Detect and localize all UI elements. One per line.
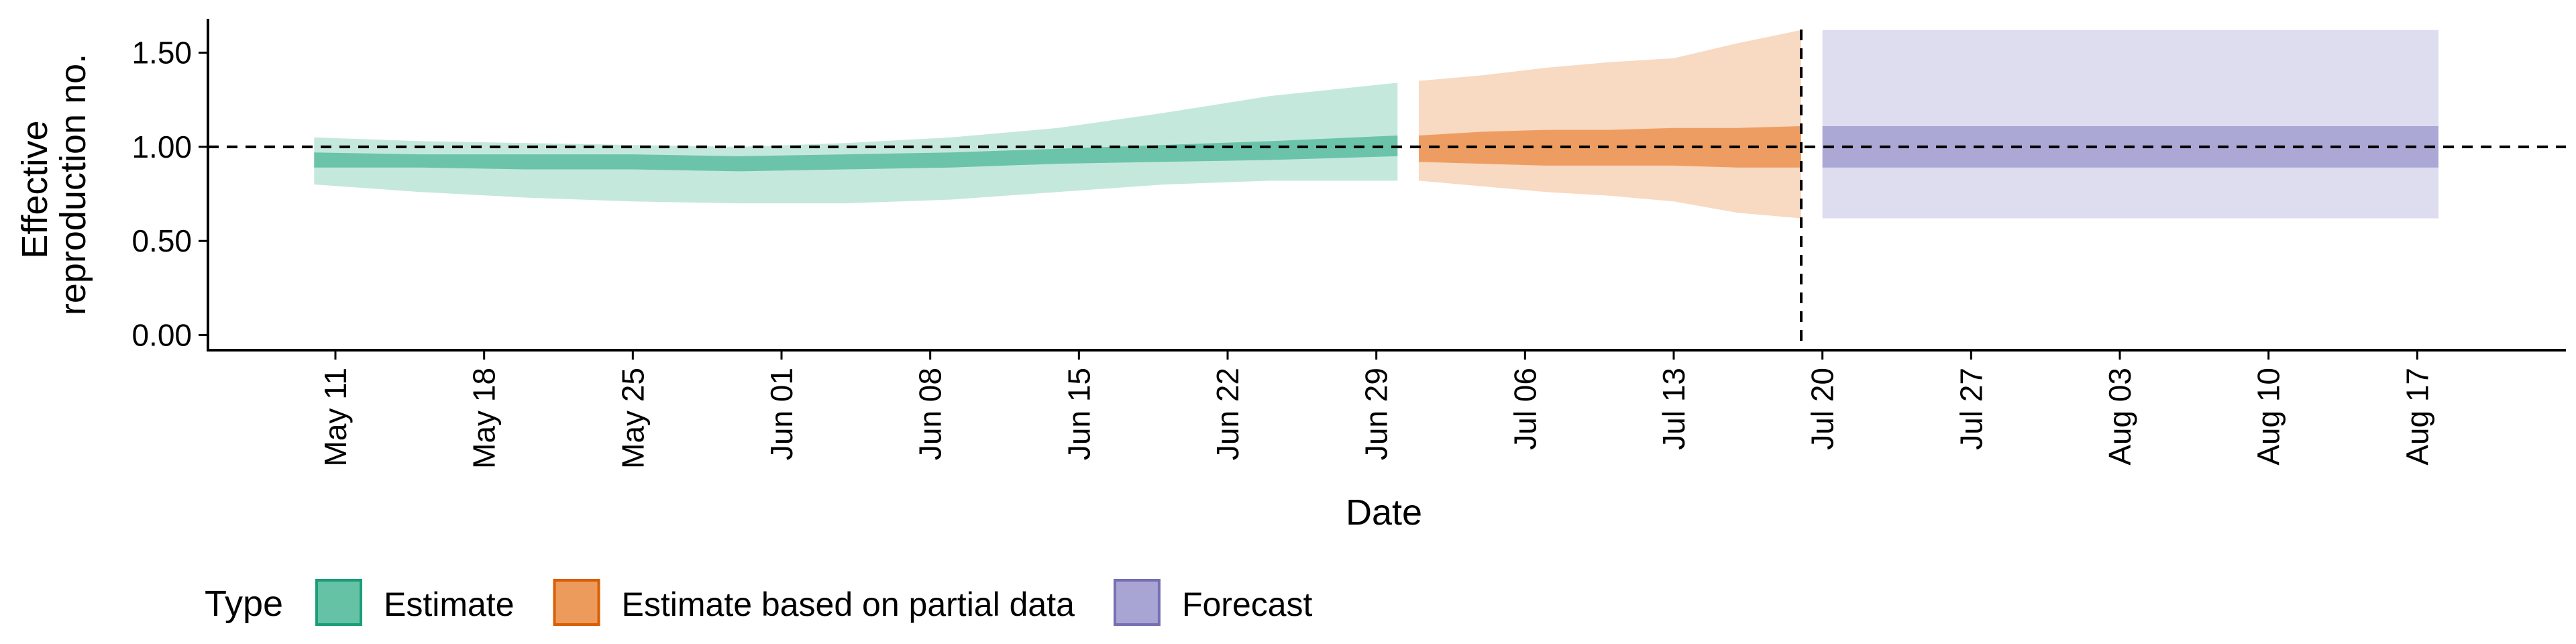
axes — [207, 19, 2566, 352]
band-outer-estimate-based-on-partial-data — [1419, 30, 1801, 219]
x-tick-label: Jun 01 — [764, 368, 799, 460]
x-tick-label: Aug 10 — [2251, 368, 2286, 466]
y-axis-ticks: 0.00 0.50 1.00 1.50 — [131, 36, 208, 353]
x-tick-label: Jul 06 — [1507, 368, 1542, 450]
x-tick-label: May 11 — [318, 368, 353, 466]
x-tick-label: Jun 08 — [913, 368, 948, 460]
legend-swatch-estimate — [315, 579, 362, 626]
x-tick-label: Jun 29 — [1359, 368, 1394, 460]
legend-swatch-forecast — [1113, 579, 1161, 626]
x-axis-label: Date — [1346, 492, 1422, 533]
y-tick-label: 1.00 — [131, 129, 192, 164]
legend-title: Type — [205, 584, 283, 624]
band-inner-estimate-based-on-partial-data — [1419, 126, 1801, 168]
band-outer-forecast — [1822, 30, 2438, 219]
legend-swatch-estimate-based-on-partial-data — [553, 579, 600, 626]
x-tick-label: Aug 17 — [2400, 368, 2434, 466]
plot-bands — [314, 30, 2438, 219]
legend-label-estimate-based-on-partial-data: Estimate based on partial data — [622, 586, 1075, 623]
x-tick-label: May 18 — [467, 368, 502, 469]
band-outer-estimate — [314, 83, 1398, 204]
x-tick-label: Jul 13 — [1656, 368, 1691, 450]
y-tick-label: 0.00 — [131, 318, 192, 353]
x-tick-label: Jun 22 — [1210, 368, 1245, 460]
y-axis-label-line-1: Effective — [15, 120, 55, 258]
x-tick-label: Jul 20 — [1805, 368, 1840, 450]
x-tick-label: Jun 15 — [1061, 368, 1096, 460]
reference-lines — [208, 30, 2566, 350]
y-tick-label: 1.50 — [131, 36, 192, 70]
legend: Type Estimate Estimate based on partial d… — [205, 579, 1313, 626]
legend-label-forecast: Forecast — [1182, 586, 1313, 623]
legend-label-estimate: Estimate — [384, 586, 515, 623]
band-inner-estimate — [314, 136, 1398, 172]
y-tick-label: 0.50 — [131, 223, 192, 258]
x-tick-label: Jul 27 — [1953, 368, 1988, 450]
y-axis-label-line-2: reproduction no. — [53, 54, 93, 315]
y-axis-label: Effective reproduction no. — [15, 54, 93, 315]
x-tick-label: May 25 — [615, 368, 650, 469]
x-axis-ticks: May 11 May 18 May 25 Jun 01 Jun 08 Jun 15 Jun … — [318, 350, 2434, 469]
x-tick-label: Aug 03 — [2102, 368, 2137, 466]
